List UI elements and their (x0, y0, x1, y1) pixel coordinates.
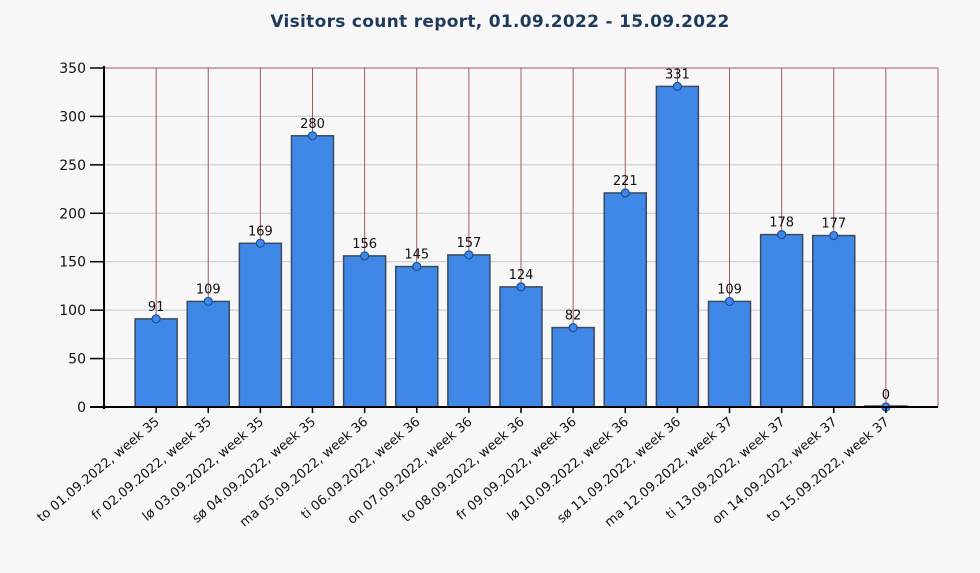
point-marker (620, 188, 630, 198)
data-label: 331 (665, 67, 690, 82)
point-marker (203, 296, 213, 307)
point-marker (568, 322, 578, 333)
y-tick-label: 300 (59, 109, 86, 125)
point-marker (255, 238, 265, 248)
point-marker (151, 314, 161, 324)
point-marker (672, 81, 682, 92)
bar (395, 265, 439, 408)
data-label: 177 (821, 217, 846, 232)
data-label: 156 (352, 237, 377, 252)
y-tick-label: 50 (68, 352, 86, 368)
data-label: 169 (248, 224, 273, 239)
bar (290, 135, 335, 408)
data-label: 178 (769, 216, 794, 231)
chart-title: Visitors count report, 01.09.2022 - 15.0… (270, 12, 730, 32)
point-marker (516, 282, 526, 292)
y-tick-label: 150 (59, 255, 86, 271)
data-label: 124 (509, 268, 534, 283)
bar (603, 192, 647, 408)
y-tick-label: 350 (59, 61, 86, 77)
y-tick-label: 0 (77, 400, 86, 416)
point-marker (829, 230, 839, 241)
data-label: 145 (404, 248, 429, 263)
data-label: 280 (300, 117, 325, 132)
y-tick-label: 250 (59, 158, 86, 174)
bar (551, 326, 595, 408)
bar (759, 233, 804, 408)
bar (707, 300, 752, 408)
point-marker (724, 296, 735, 307)
y-tick-label: 200 (59, 206, 86, 222)
bar (134, 318, 178, 408)
data-label: 82 (565, 309, 582, 324)
point-marker (464, 250, 474, 260)
y-tick-label: 100 (59, 303, 86, 319)
data-label: 109 (196, 282, 221, 297)
bar (186, 300, 230, 408)
bar (812, 234, 856, 408)
bar (499, 286, 543, 408)
data-label: 109 (717, 282, 742, 297)
data-label: 0 (882, 388, 890, 403)
point-marker (360, 251, 370, 261)
data-label: 157 (456, 236, 481, 251)
bar (655, 85, 700, 408)
bar (238, 242, 283, 408)
bar (447, 254, 491, 408)
data-label: 221 (613, 174, 638, 189)
point-marker (307, 131, 318, 141)
data-label: 91 (148, 300, 165, 315)
bar (342, 255, 387, 408)
point-marker (777, 229, 787, 240)
point-marker (412, 261, 422, 272)
